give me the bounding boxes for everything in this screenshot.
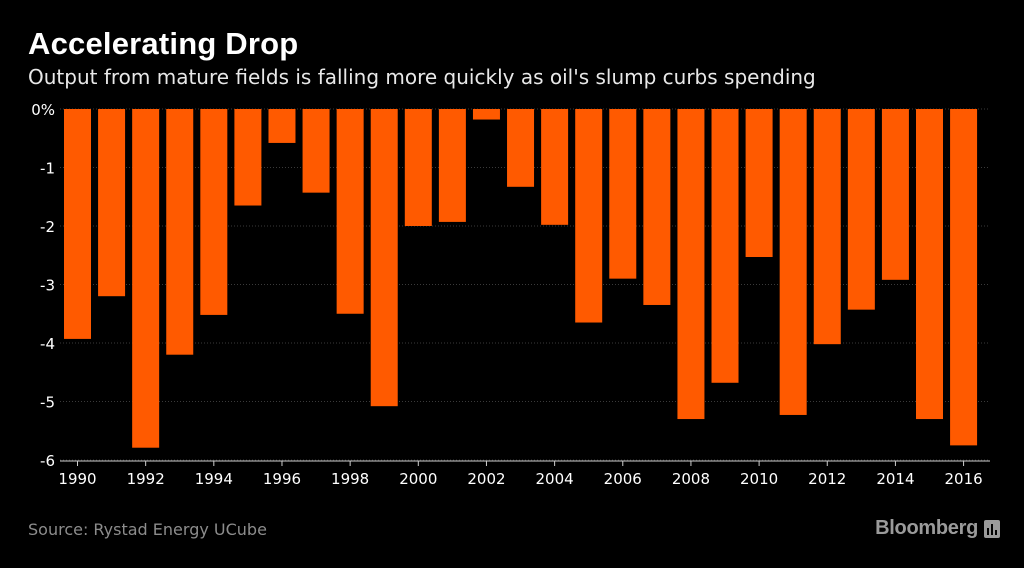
bar-2016 bbox=[950, 109, 978, 446]
y-tick-label: -5 bbox=[40, 394, 55, 412]
bar-2012 bbox=[813, 109, 841, 345]
chart-subtitle: Output from mature fields is falling mor… bbox=[28, 65, 816, 89]
y-tick-label: -4 bbox=[40, 335, 55, 353]
x-tick-label: 1998 bbox=[331, 470, 369, 488]
x-tick-label: 2008 bbox=[672, 470, 710, 488]
bar-2010 bbox=[745, 109, 773, 258]
bar-1997 bbox=[302, 109, 330, 193]
bar-2002 bbox=[472, 109, 500, 120]
bar-2003 bbox=[507, 109, 535, 187]
x-tick-label: 1992 bbox=[127, 470, 165, 488]
bloomberg-chart-icon bbox=[984, 519, 1000, 538]
x-tick-label: 2002 bbox=[467, 470, 505, 488]
bar-1990 bbox=[64, 109, 91, 339]
bar-1992 bbox=[132, 109, 160, 448]
brand-logo: Bloomberg bbox=[875, 517, 1000, 540]
x-tick-label: 2004 bbox=[536, 470, 574, 488]
bar-2006 bbox=[609, 109, 637, 279]
bar-2011 bbox=[779, 109, 807, 415]
y-tick-label: -3 bbox=[40, 277, 55, 295]
bar-2013 bbox=[847, 109, 875, 310]
bar-1993 bbox=[166, 109, 194, 355]
bar-1994 bbox=[200, 109, 228, 315]
bar-2005 bbox=[575, 109, 603, 323]
bar-2014 bbox=[881, 109, 909, 280]
bar-2007 bbox=[643, 109, 671, 305]
x-tick-label: 2000 bbox=[399, 470, 437, 488]
bar-1991 bbox=[98, 109, 126, 297]
bar-2009 bbox=[711, 109, 739, 383]
bar-1996 bbox=[268, 109, 296, 143]
bar-1998 bbox=[336, 109, 364, 314]
x-tick-label: 2010 bbox=[740, 470, 778, 488]
chart-title: Accelerating Drop bbox=[28, 26, 299, 61]
bar-1995 bbox=[234, 109, 262, 206]
bar-2000 bbox=[404, 109, 432, 226]
x-tick-label: 1990 bbox=[58, 470, 96, 488]
source-note: Source: Rystad Energy UCube bbox=[28, 520, 267, 539]
y-tick-label: -6 bbox=[40, 452, 55, 470]
bar-1999 bbox=[370, 109, 398, 407]
y-tick-label: -2 bbox=[40, 218, 55, 236]
x-tick-label: 1994 bbox=[195, 470, 233, 488]
y-tick-label: -1 bbox=[40, 160, 55, 178]
bar-2015 bbox=[916, 109, 943, 420]
x-tick-label: 2016 bbox=[944, 470, 982, 488]
bar-2004 bbox=[541, 109, 569, 225]
x-tick-label: 2014 bbox=[876, 470, 914, 488]
bar-2008 bbox=[677, 109, 705, 420]
brand-name: Bloomberg bbox=[875, 517, 978, 539]
x-tick-label: 2012 bbox=[808, 470, 846, 488]
x-tick-label: 1996 bbox=[263, 470, 301, 488]
bar-2001 bbox=[438, 109, 466, 222]
x-tick-label: 2006 bbox=[604, 470, 642, 488]
y-tick-label: 0% bbox=[31, 101, 55, 119]
